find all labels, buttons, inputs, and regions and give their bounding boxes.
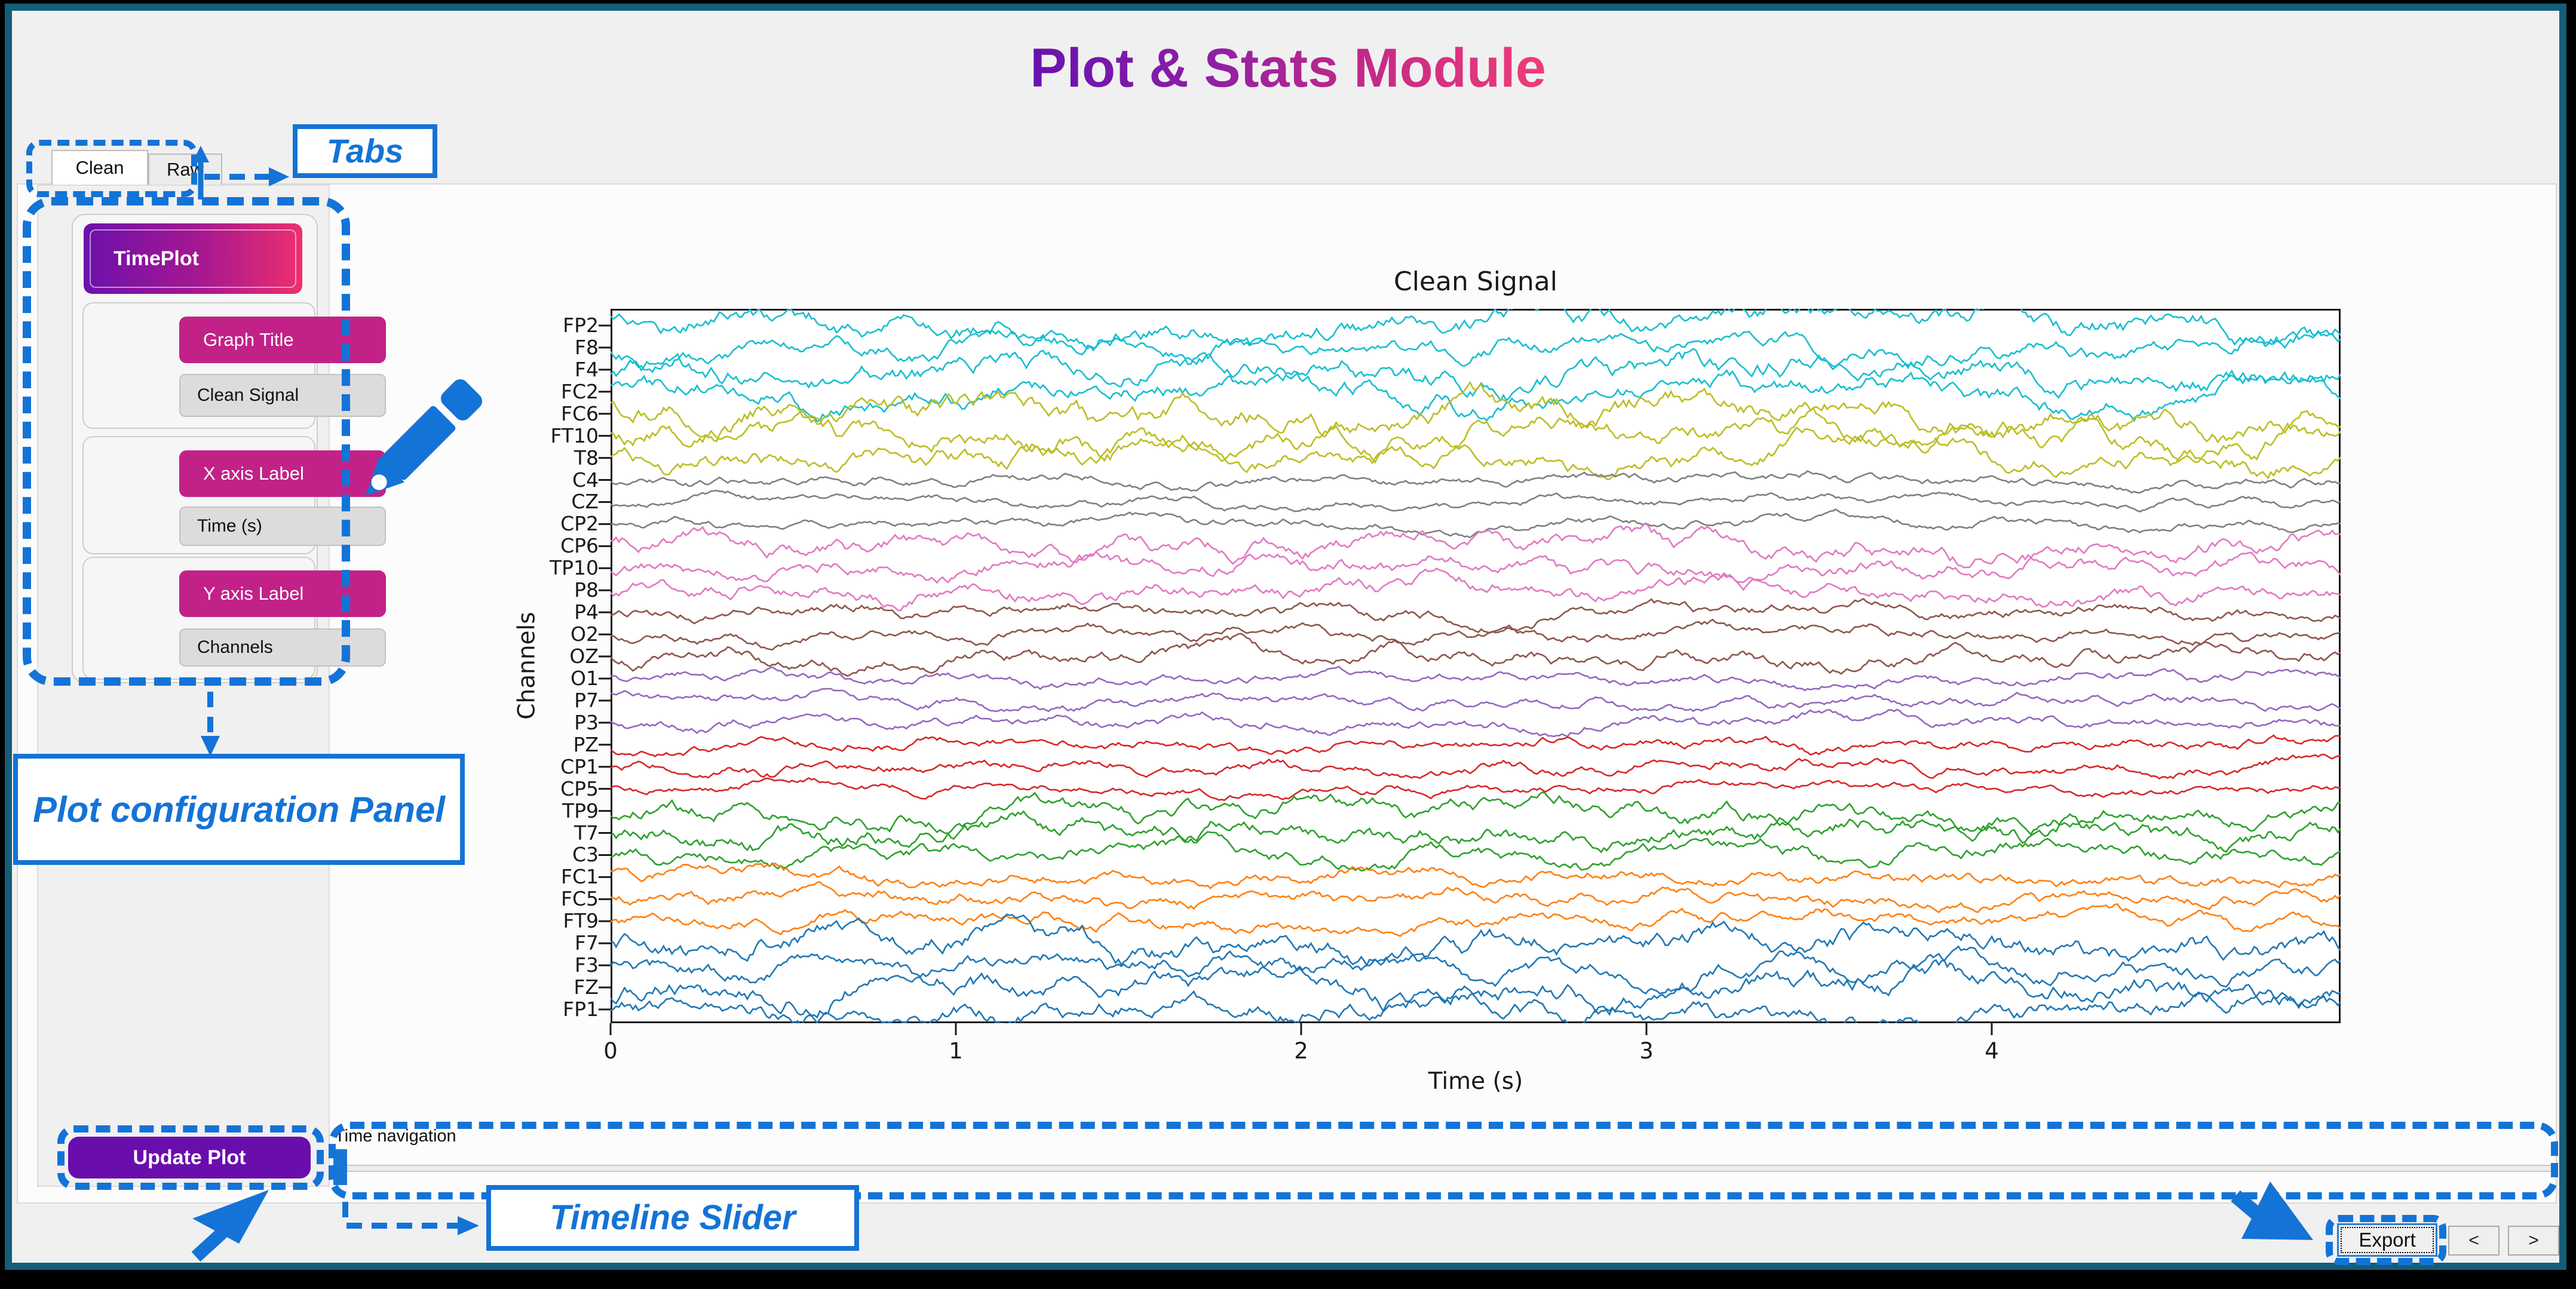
channel-label-P7: P7: [574, 688, 599, 712]
channel-label-FT10: FT10: [550, 423, 599, 447]
tab-raw[interactable]: Raw: [148, 154, 222, 185]
channel-label-F8: F8: [575, 335, 599, 359]
y-axis-label-button[interactable]: Y axis Label: [179, 570, 386, 617]
y-axis-label-input[interactable]: [179, 628, 386, 667]
channel-label-T8: T8: [574, 446, 599, 469]
channel-label-F7: F7: [575, 931, 599, 955]
channel-label-T7: T7: [574, 821, 599, 845]
channel-label-OZ: OZ: [569, 644, 599, 668]
next-page-button[interactable]: >: [2508, 1226, 2559, 1256]
channel-label-C3: C3: [572, 843, 599, 867]
timeline-slider-callout: Timeline Slider: [486, 1185, 859, 1251]
channel-label-CP6: CP6: [560, 534, 599, 558]
channel-label-CP1: CP1: [560, 754, 599, 778]
timeplot-button-inner-outline: [90, 229, 296, 288]
eeg-traces: [599, 309, 2341, 1035]
channel-label-PZ: PZ: [573, 732, 599, 756]
timeline-slider-handle[interactable]: [333, 1149, 347, 1185]
chart-title: Clean Signal: [1393, 266, 1557, 297]
channel-label-P8: P8: [574, 578, 599, 602]
channel-label-FC1: FC1: [560, 865, 599, 889]
x-tick-label-1: 1: [949, 1038, 963, 1064]
x-tick-label-4: 4: [1985, 1038, 1999, 1064]
channel-label-P3: P3: [574, 710, 599, 734]
channel-label-FC5: FC5: [560, 887, 599, 911]
channel-label-P4: P4: [574, 600, 599, 624]
plot-configuration-callout: Plot configuration Panel: [13, 754, 465, 865]
graph-title-button[interactable]: Graph Title: [179, 317, 386, 363]
time-navigation-label: Time navigation: [335, 1127, 456, 1146]
eeg-plot-area: [599, 309, 2341, 1035]
prev-page-button[interactable]: <: [2448, 1226, 2500, 1256]
channel-label-TP10: TP10: [549, 556, 599, 580]
graph-title-group: Graph Title: [82, 302, 386, 429]
tab-clean[interactable]: Clean: [51, 150, 148, 185]
timeline-slider-track[interactable]: [335, 1165, 2552, 1172]
channel-label-FP2: FP2: [563, 314, 599, 337]
channel-label-FZ: FZ: [574, 975, 599, 999]
y-axis-title: Channels: [513, 612, 541, 720]
x-tick-label-0: 0: [603, 1038, 618, 1064]
channel-label-O2: O2: [571, 622, 599, 646]
channel-label-CP5: CP5: [560, 777, 599, 800]
update-plot-button[interactable]: Update Plot: [68, 1137, 311, 1178]
graph-title-input[interactable]: [179, 374, 386, 417]
y-axis-label-group: Y axis Label: [82, 557, 386, 680]
channel-label-FP1: FP1: [563, 998, 599, 1021]
channel-label-FT9: FT9: [563, 909, 599, 933]
x-axis-label-input[interactable]: [179, 507, 386, 546]
x-tick-label-3: 3: [1639, 1038, 1654, 1064]
channel-label-CP2: CP2: [560, 512, 599, 536]
channel-label-TP9: TP9: [562, 799, 599, 822]
export-button[interactable]: Export: [2337, 1223, 2437, 1257]
x-axis-title: Time (s): [1428, 1068, 1523, 1095]
tabs-callout: Tabs: [293, 124, 437, 178]
channel-label-FC2: FC2: [560, 379, 599, 403]
x-tick-label-2: 2: [1294, 1038, 1308, 1064]
page-title: Plot & Stats Module: [1030, 38, 1546, 99]
timeplot-button[interactable]: TimePlot: [84, 223, 302, 294]
x-axis-label-button[interactable]: X axis Label: [179, 450, 386, 497]
x-axis-label-group: X axis Label: [82, 436, 386, 554]
channel-label-F4: F4: [575, 357, 599, 381]
timeplot-button-label: TimePlot: [114, 247, 199, 270]
channel-label-CZ: CZ: [571, 490, 599, 514]
channel-label-F3: F3: [575, 953, 599, 977]
channel-label-C4: C4: [572, 468, 599, 492]
channel-label-FC6: FC6: [560, 401, 599, 425]
channel-label-O1: O1: [571, 666, 599, 690]
